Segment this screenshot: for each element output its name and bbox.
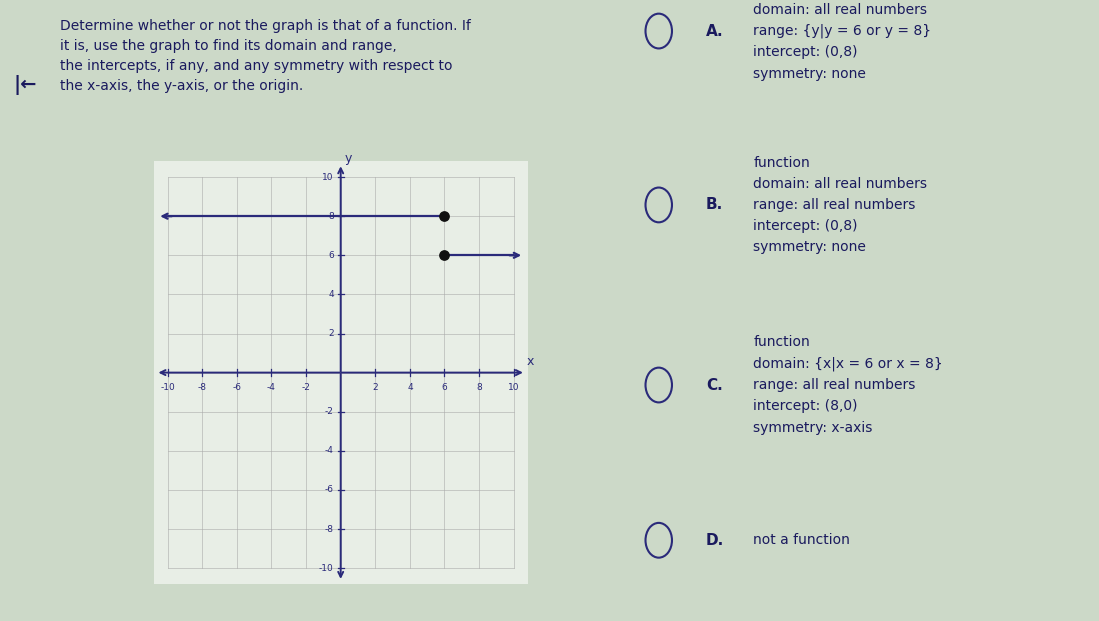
- Text: 4: 4: [329, 290, 334, 299]
- Text: Determine whether or not the graph is that of a function. If
it is, use the grap: Determine whether or not the graph is th…: [60, 19, 471, 93]
- Text: function
domain: all real numbers
range: all real numbers
intercept: (0,8)
symme: function domain: all real numbers range:…: [753, 156, 928, 254]
- Point: [435, 211, 453, 221]
- Text: C.: C.: [706, 378, 723, 392]
- Text: 10: 10: [508, 383, 520, 392]
- Text: y: y: [345, 152, 353, 165]
- Text: not a function: not a function: [753, 533, 851, 547]
- Text: x: x: [526, 355, 534, 368]
- Text: -6: -6: [232, 383, 242, 392]
- Text: -4: -4: [325, 446, 334, 455]
- Text: D.: D.: [706, 533, 724, 548]
- Text: B.: B.: [706, 197, 723, 212]
- Text: 8: 8: [476, 383, 482, 392]
- Text: -10: -10: [160, 383, 175, 392]
- Text: |←: |←: [13, 75, 36, 94]
- Text: -6: -6: [325, 486, 334, 494]
- Text: 6: 6: [328, 251, 334, 260]
- Text: 6: 6: [442, 383, 447, 392]
- Text: 10: 10: [322, 173, 334, 181]
- Text: 4: 4: [407, 383, 413, 392]
- Text: A.: A.: [706, 24, 723, 39]
- Text: -8: -8: [198, 383, 207, 392]
- Text: -4: -4: [267, 383, 276, 392]
- Text: -2: -2: [301, 383, 311, 392]
- Text: 8: 8: [328, 212, 334, 220]
- Text: 2: 2: [329, 329, 334, 338]
- Text: -2: -2: [325, 407, 334, 416]
- Text: -8: -8: [325, 525, 334, 533]
- Text: function
domain: {x|x = 6 or x = 8}
range: all real numbers
intercept: (8,0)
sym: function domain: {x|x = 6 or x = 8} rang…: [753, 335, 943, 435]
- Text: function
domain: all real numbers
range: {y|y = 6 or y = 8}
intercept: (0,8)
sym: function domain: all real numbers range:…: [753, 0, 931, 81]
- Point: [435, 250, 453, 260]
- Text: -10: -10: [319, 564, 334, 573]
- Text: 2: 2: [373, 383, 378, 392]
